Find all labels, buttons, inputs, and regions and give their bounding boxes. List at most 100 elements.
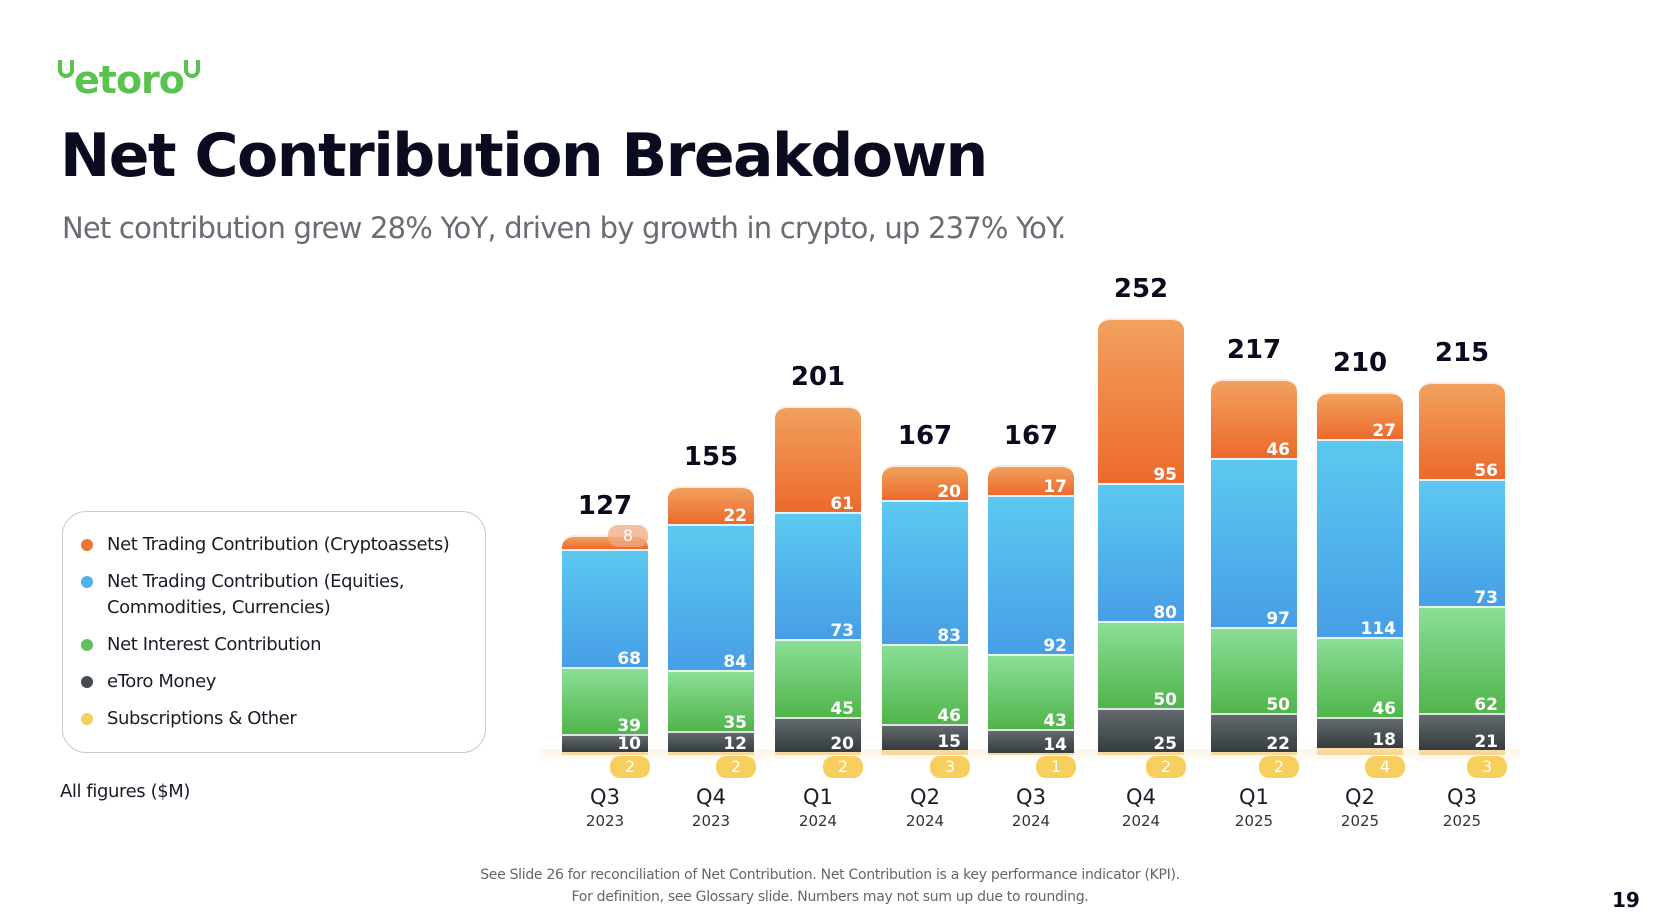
data-label-interest: 39 — [617, 716, 641, 737]
data-label-money: 18 — [1372, 730, 1396, 751]
data-label-interest: 45 — [830, 698, 854, 719]
total-label: 167 — [1003, 421, 1059, 452]
data-label-money: 12 — [723, 733, 747, 754]
segment-subs — [1098, 751, 1184, 755]
legend-label: Net Trading Contribution (Cryptoassets) — [107, 534, 450, 555]
x-tick-quarter: Q3 — [1016, 785, 1046, 809]
data-label-interest: 46 — [937, 705, 961, 726]
bar-Q1-2024: 2 20 45 73 61 — [775, 0, 863, 920]
data-label-equities: 97 — [1266, 608, 1290, 629]
data-label-interest: 50 — [1266, 695, 1290, 716]
data-label-equities: 84 — [723, 651, 747, 672]
data-label-crypto: 20 — [937, 481, 961, 502]
segment-crypto: 46 — [1211, 378, 1297, 461]
data-label-subs: 1 — [1036, 756, 1076, 778]
segment-crypto: 61 — [775, 406, 861, 515]
data-label-money: 25 — [1153, 733, 1177, 754]
segment-money: 10 — [562, 733, 648, 754]
total-label: 167 — [897, 421, 953, 452]
data-label-crypto: 61 — [830, 494, 854, 515]
chart-legend: Net Trading Contribution (Cryptoassets) N… — [62, 511, 486, 753]
bar-Q3-2025: 3 21 62 73 56 — [1419, 0, 1507, 920]
data-label-money: 22 — [1266, 733, 1290, 754]
legend-dot-icon — [81, 676, 93, 688]
data-label-subs: 2 — [610, 756, 650, 778]
data-label-equities: 68 — [617, 648, 641, 669]
x-tick-year: 2025 — [1234, 812, 1274, 830]
segment-crypto: 56 — [1419, 381, 1505, 482]
data-label-equities: 83 — [937, 625, 961, 646]
segment-subs — [562, 751, 648, 755]
data-label-money: 10 — [617, 733, 641, 754]
data-label-crypto: 95 — [1153, 464, 1177, 485]
bar-Q4-2023: 2 12 35 84 22 — [668, 0, 756, 920]
data-label-money: 21 — [1474, 731, 1498, 752]
legend-dot-icon — [81, 576, 93, 588]
bar-Q2-2024: 3 15 46 83 20 — [882, 0, 970, 920]
segment-interest: 43 — [988, 654, 1074, 729]
total-label: 210 — [1332, 348, 1388, 379]
data-label-subs: 3 — [930, 756, 970, 778]
segment-interest: 50 — [1098, 621, 1184, 711]
data-label-subs: 2 — [823, 756, 863, 778]
x-tick-quarter: Q4 — [696, 785, 726, 809]
x-tick-quarter: Q1 — [803, 785, 833, 809]
etoro-logo: etoro — [58, 58, 200, 102]
data-label-subs: 2 — [1146, 756, 1186, 778]
total-label: 201 — [790, 362, 846, 393]
legend-item-equities: Net Trading Contribution (Equities, Comm… — [81, 569, 467, 621]
page-subtitle: Net contribution grew 28% YoY, driven by… — [62, 211, 1066, 245]
data-label-interest: 46 — [1372, 698, 1396, 719]
data-label-crypto: 22 — [723, 506, 747, 527]
data-label-subs: 3 — [1467, 756, 1507, 778]
x-tick-year: 2023 — [691, 812, 731, 830]
bar-Q3-2024: 1 14 43 92 17 — [988, 0, 1076, 920]
data-label-crypto: 8 — [608, 524, 648, 547]
segment-money: 15 — [882, 723, 968, 750]
x-tick-year: 2025 — [1340, 812, 1380, 830]
data-label-money: 20 — [830, 733, 854, 754]
segment-equities: 97 — [1211, 458, 1297, 629]
data-label-equities: 114 — [1360, 619, 1397, 639]
data-label-crypto: 56 — [1474, 461, 1498, 482]
data-label-crypto: 46 — [1266, 440, 1290, 461]
segment-money: 14 — [988, 728, 1074, 756]
legend-item-crypto: Net Trading Contribution (Cryptoassets) — [81, 532, 467, 558]
segment-money: 20 — [775, 716, 861, 754]
segment-subs — [1419, 749, 1505, 755]
segment-money: 12 — [668, 730, 754, 754]
segment-interest: 46 — [1317, 637, 1403, 717]
segment-equities: 114 — [1317, 439, 1403, 639]
segment-equities: 68 — [562, 548, 648, 669]
x-tick-quarter: Q2 — [910, 785, 940, 809]
segment-equities: 84 — [668, 524, 754, 670]
data-label-subs: 2 — [716, 756, 756, 778]
x-tick-year: 2025 — [1442, 812, 1482, 830]
data-label-money: 14 — [1043, 735, 1067, 756]
segment-subs — [988, 753, 1074, 755]
x-tick-year: 2024 — [905, 812, 945, 830]
x-tick-quarter: Q2 — [1345, 785, 1375, 809]
total-label: 127 — [577, 490, 633, 521]
segment-equities: 73 — [1419, 479, 1505, 606]
legend-dot-icon — [81, 539, 93, 551]
x-tick-quarter: Q3 — [1447, 785, 1477, 809]
bull-horn-icon — [183, 60, 200, 78]
legend-label: Subscriptions & Other — [107, 708, 297, 729]
total-label: 252 — [1113, 273, 1169, 304]
segment-subs — [882, 749, 968, 755]
segment-interest: 50 — [1211, 626, 1297, 716]
data-label-interest: 50 — [1153, 690, 1177, 711]
legend-dot-icon — [81, 713, 93, 725]
segment-interest: 46 — [882, 643, 968, 726]
total-label: 217 — [1226, 334, 1282, 365]
legend-label: Net Trading Contribution (Equities, Comm… — [107, 571, 405, 618]
data-label-equities: 73 — [1474, 587, 1498, 608]
page-number: 19 — [1612, 888, 1640, 912]
segment-equities: 83 — [882, 499, 968, 646]
segment-crypto: 17 — [988, 465, 1074, 495]
x-tick-quarter: Q3 — [590, 785, 620, 809]
footnote-line-2: For definition, see Glossary slide. Numb… — [571, 889, 1089, 905]
x-tick-quarter: Q4 — [1126, 785, 1156, 809]
